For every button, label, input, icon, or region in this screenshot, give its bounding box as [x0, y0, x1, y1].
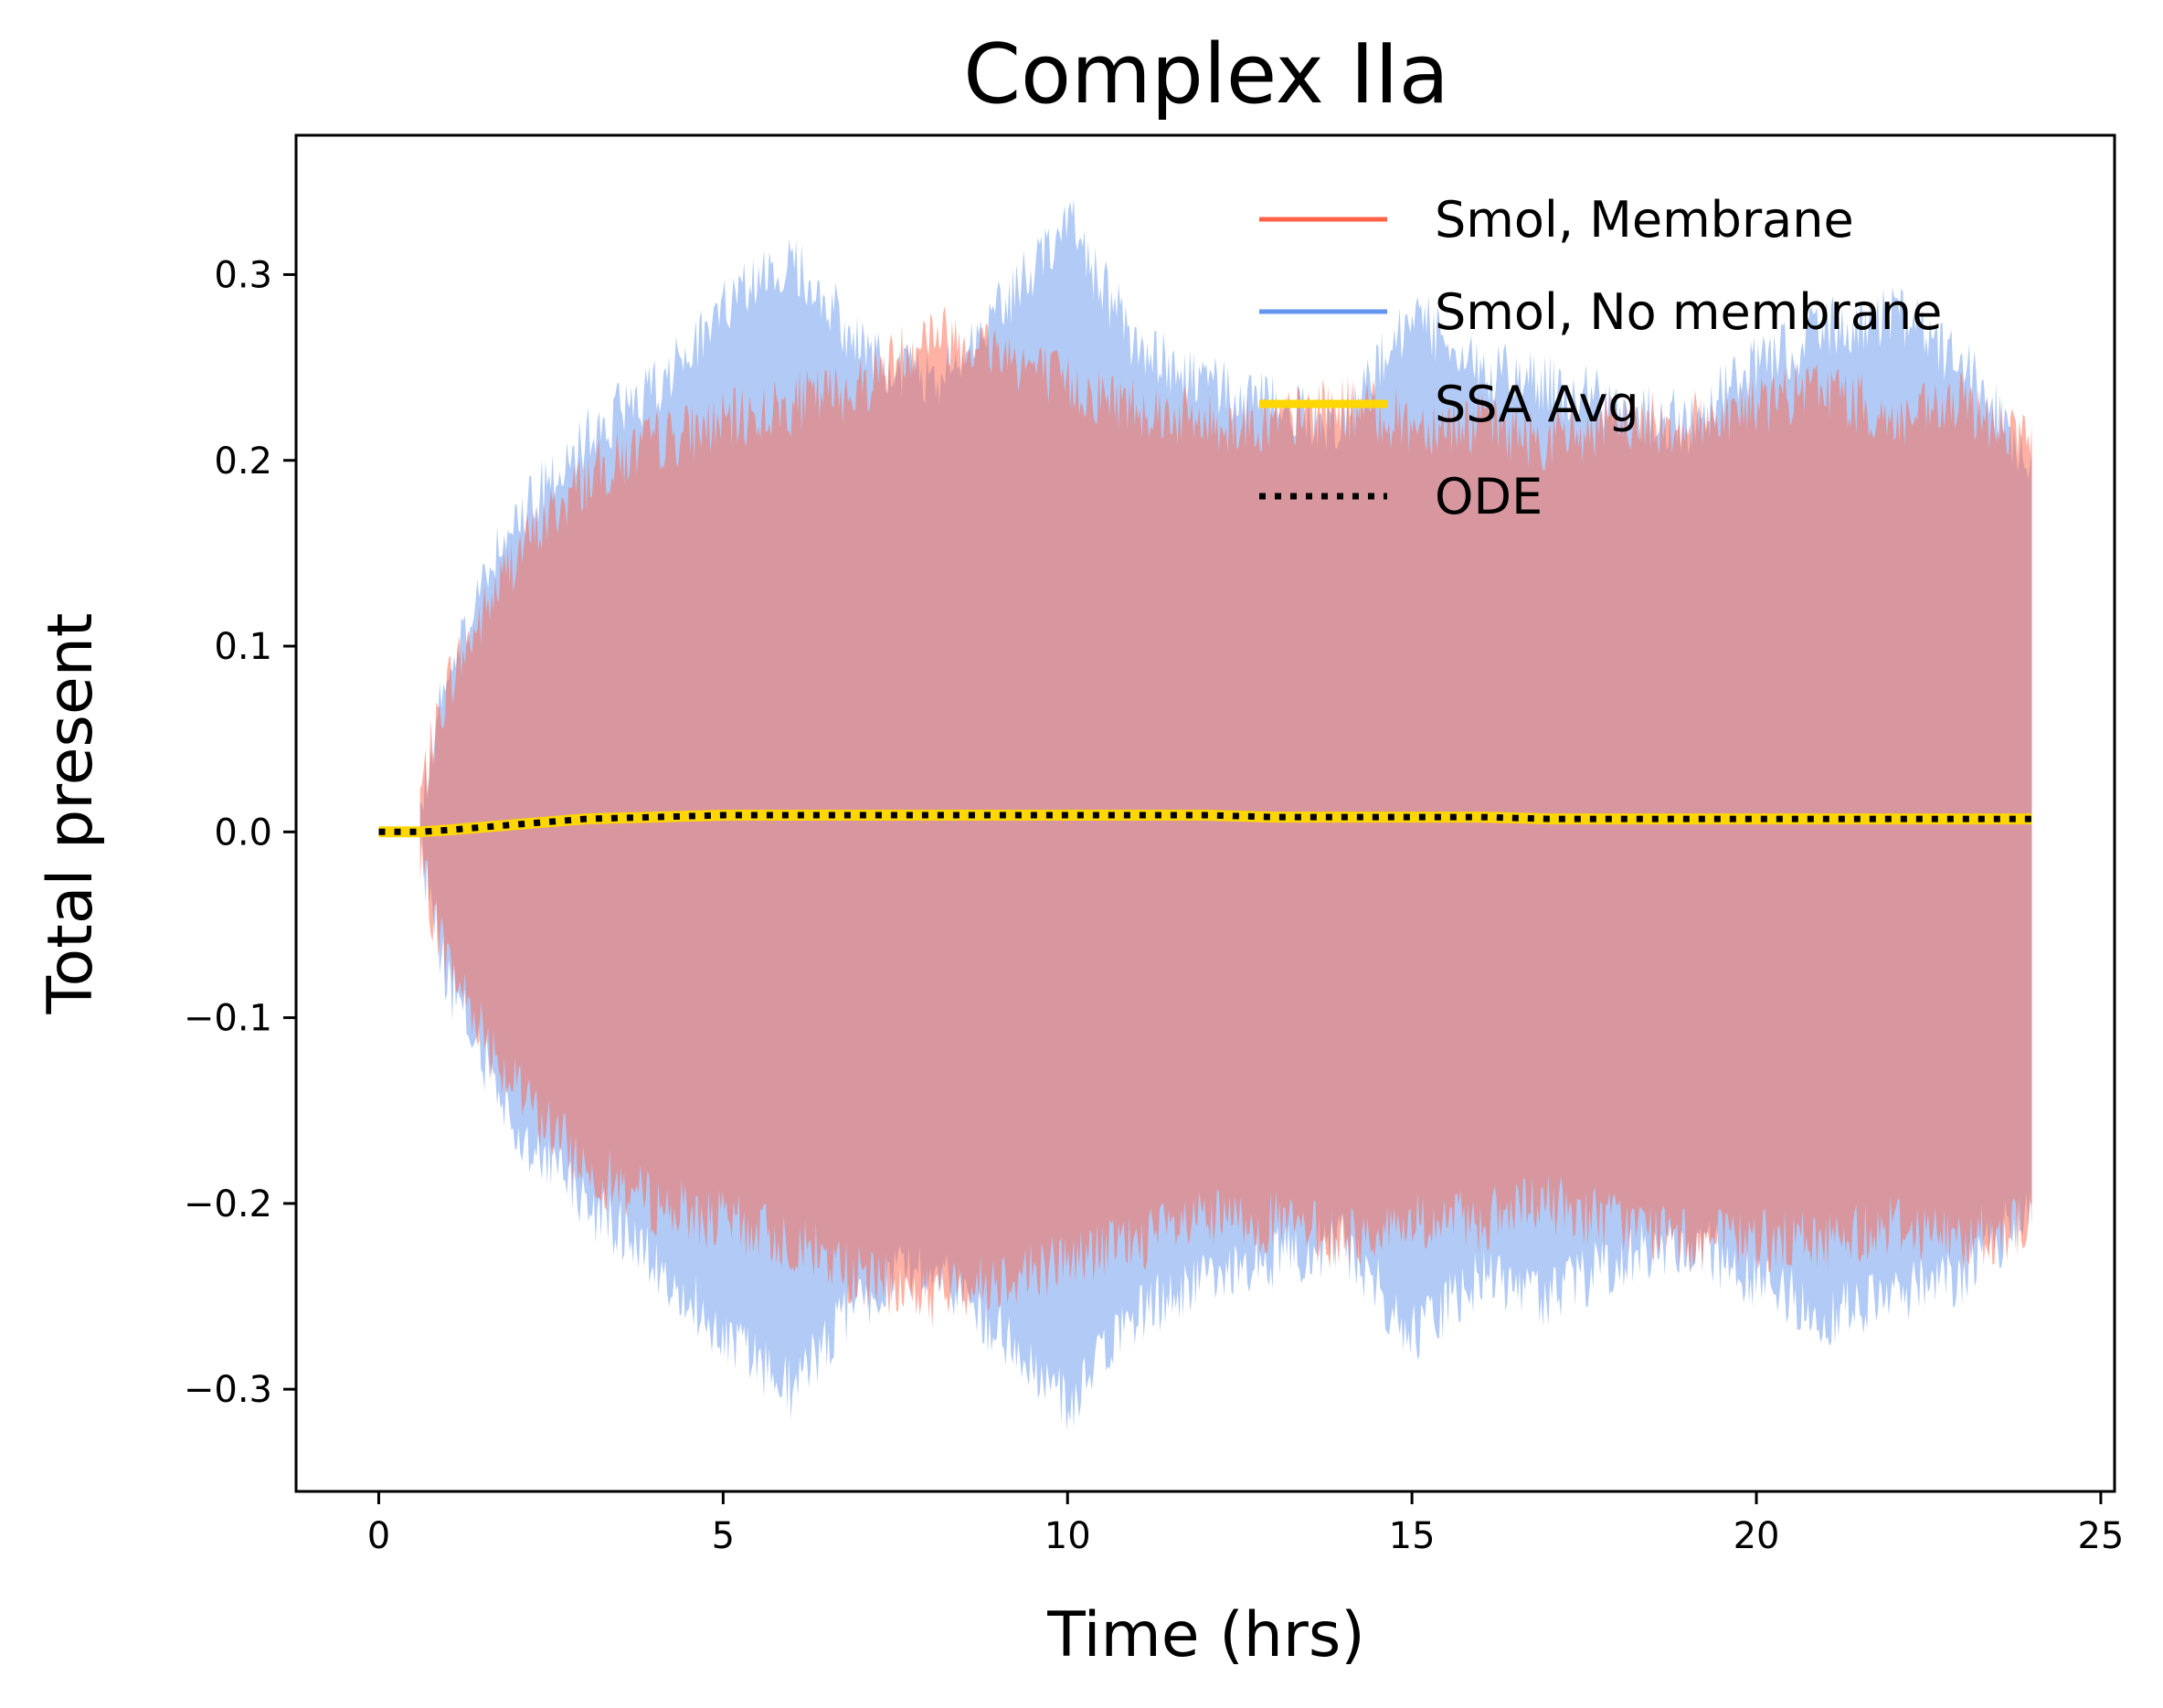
legend-label: Smol, Membrane	[1435, 191, 1854, 249]
x-tick-label: 20	[1734, 1515, 1780, 1557]
y-tick-label: 0.1	[214, 626, 272, 668]
y-tick-label: −0.1	[184, 998, 272, 1040]
y-tick-label: 0.3	[214, 254, 272, 296]
y-tick-label: −0.2	[184, 1183, 272, 1225]
legend-label: Smol, No membrane	[1435, 283, 1942, 341]
legend-label: SSA Avg	[1435, 376, 1639, 433]
x-tick-label: 5	[712, 1515, 735, 1557]
y-tick-label: 0.0	[214, 812, 272, 854]
y-axis-label: Total present	[35, 613, 107, 1015]
y-tick-label: −0.3	[184, 1369, 272, 1411]
y-tick-label: 0.2	[214, 440, 272, 483]
x-tick-label: 0	[367, 1515, 390, 1557]
x-tick-label: 15	[1389, 1515, 1436, 1557]
x-tick-label: 25	[2077, 1515, 2124, 1557]
x-axis-label: Time (hrs)	[1046, 1599, 1365, 1671]
chart-title: Complex IIa	[963, 27, 1449, 122]
x-tick-label: 10	[1044, 1515, 1091, 1557]
legend-label: ODE	[1435, 468, 1543, 525]
